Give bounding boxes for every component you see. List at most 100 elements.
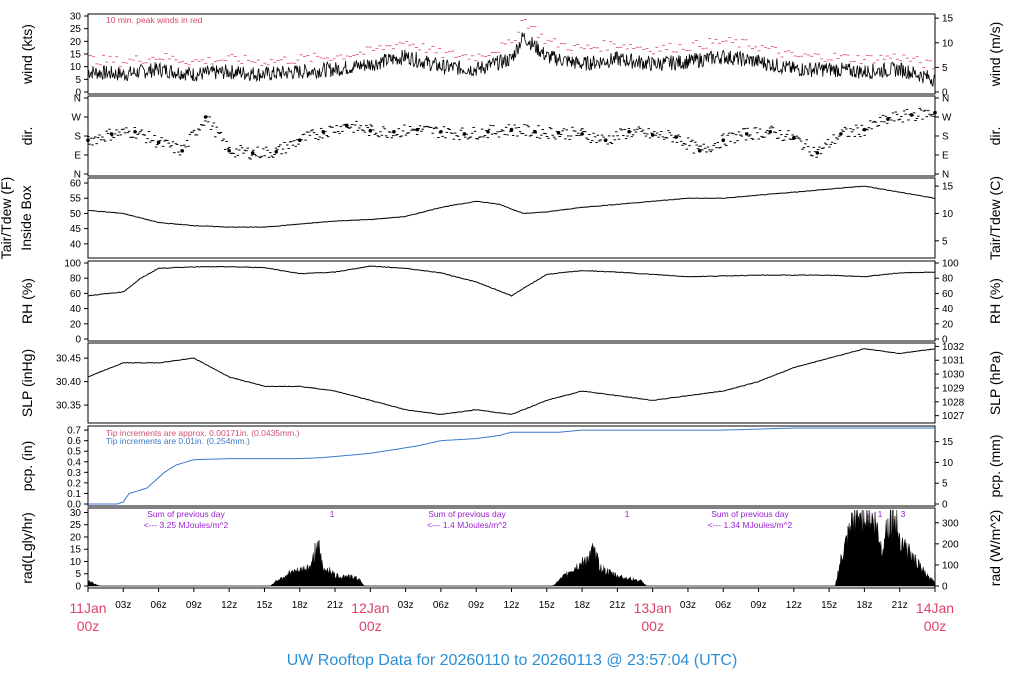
direction-point — [203, 115, 208, 119]
radiation-marker: 1 — [625, 509, 630, 519]
humidity-right-axis-label: RH (%) — [987, 278, 1003, 324]
direction-point — [792, 136, 796, 140]
direction-point — [721, 138, 726, 143]
temperature-left-tick-label: 40 — [70, 239, 82, 250]
day-date-label: 11Jan — [69, 600, 106, 616]
radiation-right-tick-label: 200 — [942, 539, 959, 550]
humidity-right-tick-label: 20 — [942, 319, 954, 330]
precipitation-left-tick-label: 0.5 — [67, 447, 81, 458]
temperature-left-tick-label: 60 — [70, 179, 82, 190]
radiation-left-tick-label: 10 — [70, 557, 82, 568]
temperature-left-tick-label: 55 — [70, 194, 82, 205]
wind-left-tick-label: 25 — [70, 24, 82, 35]
pressure-right-tick-label: 1032 — [942, 342, 965, 353]
hour-tick-label: 03z — [398, 600, 414, 611]
direction-point — [86, 138, 90, 143]
hour-tick-label: 21z — [892, 600, 908, 611]
direction-right-tick-label: N — [942, 94, 949, 105]
radiation-sum-value: <--- 3.25 MJoules/m^2 — [144, 520, 229, 530]
pressure-left-tick-label: 30.45 — [56, 354, 81, 365]
temperature-right-tick-label: 15 — [942, 182, 954, 193]
radiation-right-tick-label: 100 — [942, 560, 959, 571]
wind-frame — [87, 13, 936, 95]
hour-tick-label: 03z — [115, 600, 131, 611]
wind-right-tick-label: 15 — [942, 14, 954, 25]
direction-left-tick-label: N — [74, 94, 81, 105]
temperature-line — [87, 185, 936, 228]
direction-right-tick-label: W — [942, 113, 952, 124]
direction-right-axis-label: dir. — [987, 127, 1003, 146]
precipitation-line — [88, 427, 935, 505]
direction-left-tick-label: E — [74, 151, 81, 162]
humidity-left-tick-label: 20 — [70, 319, 82, 330]
panel-precipitation: 0.00.10.20.30.40.50.60.7 0 5 10 15 pcp. (in) p… — [19, 425, 1003, 511]
wind-left-tick-label: 30 — [70, 12, 82, 23]
radiation-right-tick-label: 0 — [942, 582, 948, 593]
precipitation-right-tick-label: 10 — [942, 458, 954, 469]
radiation-right-tick-label: 300 — [942, 518, 959, 529]
humidity-line — [87, 265, 936, 297]
precipitation-left-tick-label: 0.4 — [67, 457, 81, 468]
radiation-left-tick-label: 0 — [75, 582, 81, 593]
hour-tick-label: 12z — [786, 600, 802, 611]
temperature-right-tick-label: 5 — [942, 236, 948, 247]
hour-tick-label: 15z — [256, 600, 272, 611]
radiation-left-tick-label: 30 — [70, 508, 82, 519]
direction-point — [321, 129, 326, 134]
time-axis: 03z 06z 09z 12z 15z 18z 21z 03z 06z 09z 12z 15z 18z 2… — [69, 588, 954, 634]
precipitation-left-tick-label: 0.6 — [67, 436, 81, 447]
day-date-label: 14Jan — [916, 600, 954, 616]
direction-point — [274, 150, 279, 154]
radiation-area — [87, 509, 936, 587]
wind-left-tick-label: 15 — [70, 50, 82, 61]
pcp-annotation-blue: Tip increments are 0.01in. (0.254mm.) — [106, 436, 250, 446]
chart-title: UW Rooftop Data for 20260110 to 20260113… — [287, 652, 738, 669]
hour-tick-label: 09z — [750, 600, 766, 611]
precipitation-left-tick-label: 0.3 — [67, 468, 81, 479]
humidity-right-tick-label: 100 — [942, 259, 959, 270]
hour-tick-label: 18z — [856, 600, 872, 611]
radiation-left-tick-label: 25 — [70, 520, 82, 531]
pressure-right-tick-label: 1027 — [942, 411, 965, 422]
wind-annotation: 10 min. peak winds in red — [106, 15, 203, 25]
day-date-label: 13Jan — [634, 600, 672, 616]
wind-right-tick-label: 10 — [942, 38, 954, 49]
precipitation-right-tick-label: 15 — [942, 437, 954, 448]
wind-left-tick-label: 10 — [70, 62, 82, 73]
radiation-sum-title: Sum of previous day — [711, 509, 789, 519]
wind-right-tick-label: 5 — [942, 63, 948, 74]
radiation-right-axis-label: rad (W/m^2) — [987, 510, 1003, 587]
precipitation-left-tick-label: 0.7 — [67, 426, 81, 437]
pcp-annotation-red: Tip increments are approx. 0.00171in. (0… — [106, 428, 300, 438]
direction-left-axis-label: dir. — [19, 127, 35, 146]
direction-left-tick-label: W — [72, 113, 82, 124]
radiation-sum-value: <--- 1.34 MJoules/m^2 — [708, 520, 793, 530]
wind-right-axis-label: wind (m/s) — [987, 22, 1003, 88]
precipitation-left-tick-label: 0.2 — [67, 478, 81, 489]
pressure-right-tick-label: 1029 — [942, 383, 965, 394]
hour-tick-label: 15z — [821, 600, 837, 611]
panel-humidity: 0 20 40 60 80 100 0 20 40 60 80 100 RH (%) RH (%) — [19, 259, 1003, 346]
hour-tick-label: 06z — [715, 600, 731, 611]
precipitation-frame — [87, 425, 936, 507]
radiation-sum-title: Sum of previous day — [147, 509, 225, 519]
pressure-right-axis-label: SLP (hPa) — [987, 351, 1003, 415]
temperature-left2-axis-label: Inside Box — [18, 185, 34, 250]
hour-tick-label: 15z — [539, 600, 555, 611]
temperature-right-axis-label: Tair/Tdew (C) — [987, 176, 1003, 260]
pressure-left-tick-label: 30.35 — [56, 401, 81, 412]
pressure-line — [87, 348, 936, 416]
direction-point — [227, 148, 231, 153]
day-hour-label: 00z — [359, 618, 382, 634]
precipitation-right-tick-label: 0 — [942, 500, 948, 511]
temperature-left-axis-label: Tair/Tdew (F) — [0, 177, 14, 259]
humidity-frame — [87, 260, 936, 342]
humidity-left-tick-label: 60 — [70, 289, 82, 300]
pressure-left-tick-label: 30.40 — [56, 377, 81, 388]
humidity-right-tick-label: 0 — [942, 335, 948, 346]
wind-speed-line — [87, 32, 935, 87]
